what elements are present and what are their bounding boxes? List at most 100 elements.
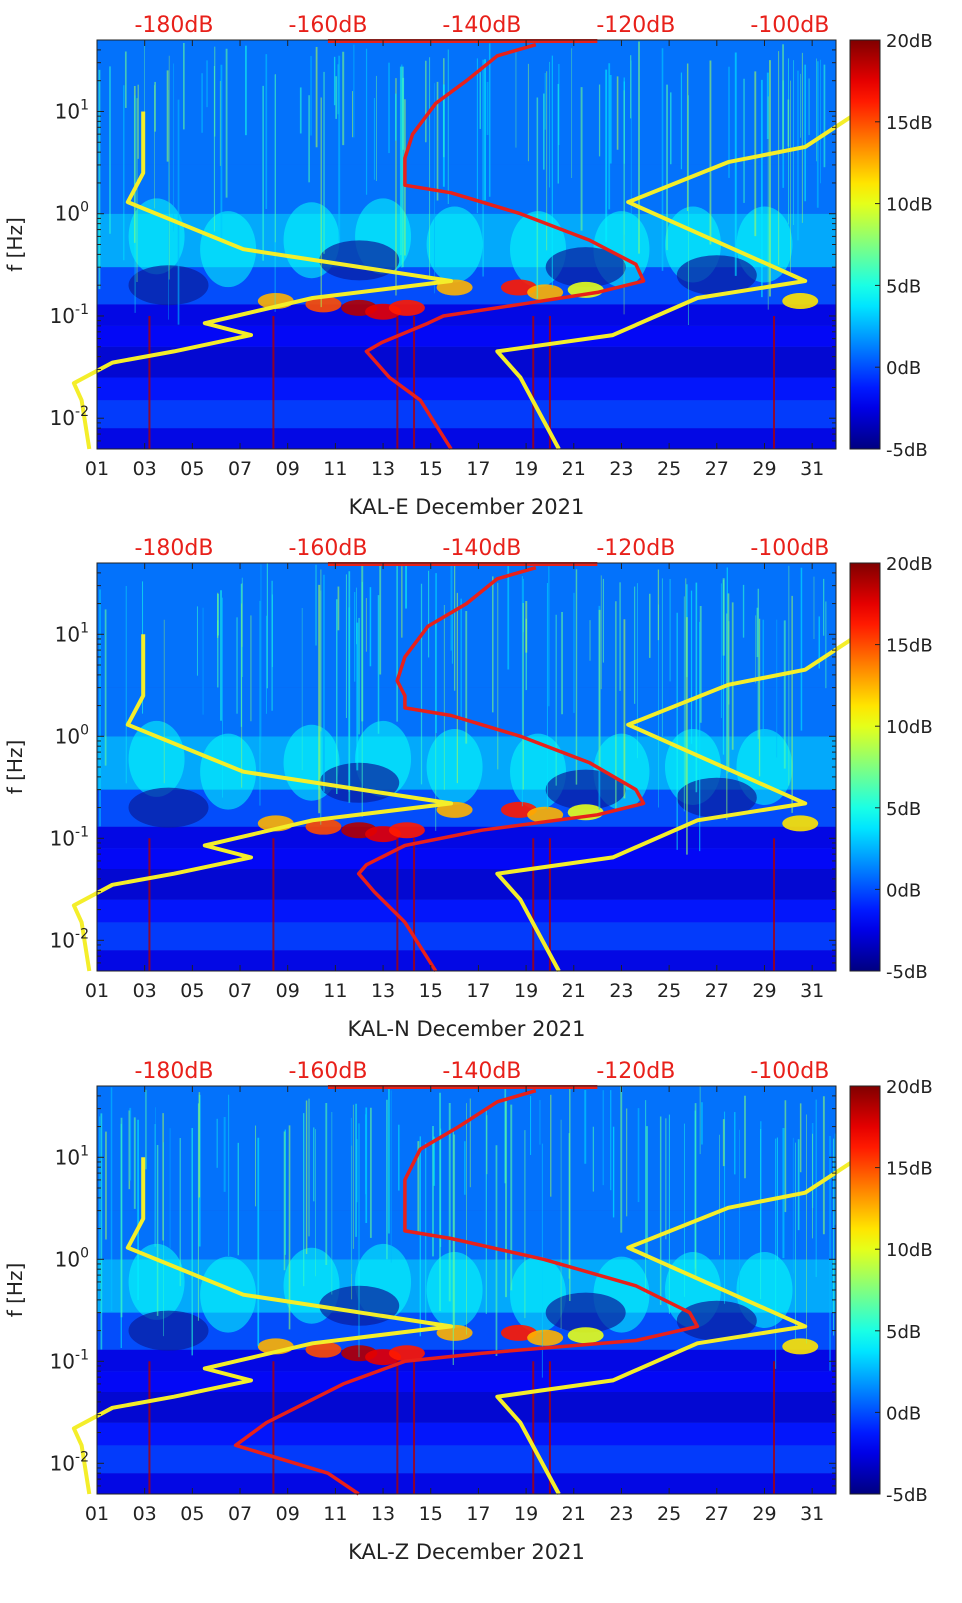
colorbar-label: 15dB <box>886 113 933 134</box>
x-tick-label: 01 <box>85 458 109 480</box>
overlay-curve-noise-model-2 <box>495 632 861 972</box>
x-tick-label: 21 <box>562 458 586 480</box>
x-axis-label: KAL-Z December 2021 <box>348 1540 585 1564</box>
microseism-blob <box>426 729 483 805</box>
top-db-label: -180dB <box>134 536 213 561</box>
top-db-label: -100dB <box>750 1059 829 1084</box>
spectrogram-band <box>97 377 836 401</box>
x-tick-label: 09 <box>276 980 300 1002</box>
spectrogram-band <box>97 1392 836 1423</box>
x-tick-label: 17 <box>466 1503 490 1525</box>
x-tick-label: 15 <box>419 1503 443 1525</box>
y-tick-base: 10 <box>55 1145 80 1169</box>
x-tick-label: 29 <box>752 458 776 480</box>
colorbar-label: 10dB <box>886 195 933 216</box>
y-tick-base: 10 <box>55 99 80 123</box>
top-db-label: -140dB <box>442 536 521 561</box>
x-tick-label: 31 <box>800 458 824 480</box>
spectrogram-band <box>97 899 836 923</box>
colorbar-label: -5dB <box>886 440 928 461</box>
x-tick-label: 03 <box>133 980 157 1002</box>
y-tick-base: 10 <box>50 406 75 430</box>
y-tick-label: 10-2 <box>50 404 89 430</box>
x-tick-label: 01 <box>85 1503 109 1525</box>
top-db-label: -160dB <box>288 536 367 561</box>
x-tick-label: 07 <box>228 980 252 1002</box>
x-tick-label: 07 <box>228 1503 252 1525</box>
spectrogram-band <box>97 950 836 971</box>
top-db-label: -140dB <box>442 13 521 38</box>
storm-energy <box>388 822 425 839</box>
colorbar <box>849 562 881 972</box>
overlay-curve-psd <box>356 566 646 972</box>
storm-energy <box>305 818 342 835</box>
y-tick-base: 10 <box>50 826 75 850</box>
y-tick-base: 10 <box>55 1247 80 1271</box>
overlay-curve-noise-model-1 <box>71 634 454 972</box>
colorbar-label: 10dB <box>886 717 933 738</box>
quiet-region <box>128 1310 209 1351</box>
y-tick-exponent: -2 <box>75 404 89 420</box>
y-tick-base: 10 <box>55 724 80 748</box>
x-tick-label: 27 <box>705 1503 729 1525</box>
y-tick-exponent: -1 <box>75 302 89 318</box>
x-tick-label: 11 <box>323 458 347 480</box>
storm-energy <box>782 1338 819 1355</box>
y-tick-base: 10 <box>50 928 75 952</box>
x-tick-label: 15 <box>419 458 443 480</box>
top-db-label: -100dB <box>750 536 829 561</box>
storm-energy <box>388 1345 425 1362</box>
x-tick-label: 19 <box>514 980 538 1002</box>
x-tick-label: 21 <box>562 980 586 1002</box>
storm-energy <box>305 1341 342 1358</box>
y-tick-label: 10-2 <box>50 1449 89 1475</box>
y-tick-exponent: 0 <box>80 722 89 738</box>
top-db-label: -100dB <box>750 13 829 38</box>
panel-kal-e: 01 03 05 07 09 11 13 15 17 19 21 23 25 27 29 3110-210-1… <box>3 13 933 519</box>
x-tick-label: 19 <box>514 458 538 480</box>
colorbar-label: 5dB <box>886 799 921 820</box>
x-tick-label: 25 <box>657 980 681 1002</box>
colorbar-label: 20dB <box>886 31 933 52</box>
overlay-curve-psd <box>364 43 646 450</box>
x-tick-label: 09 <box>276 458 300 480</box>
x-tick-label: 05 <box>180 458 204 480</box>
x-tick-label: 17 <box>466 980 490 1002</box>
colorbar-label: 20dB <box>886 1077 933 1098</box>
spectrogram-band <box>97 164 836 214</box>
x-tick-label: 05 <box>180 980 204 1002</box>
microseism-blob <box>128 1243 185 1320</box>
x-tick-label: 05 <box>180 1503 204 1525</box>
spectrogram-band <box>97 869 836 900</box>
x-axis-label: KAL-E December 2021 <box>349 495 585 519</box>
storm-energy <box>527 1329 564 1346</box>
top-db-label: -120dB <box>596 536 675 561</box>
y-tick-base: 10 <box>50 304 75 328</box>
x-tick-label: 31 <box>800 1503 824 1525</box>
storm-energy <box>782 293 819 310</box>
top-db-label: -180dB <box>134 1059 213 1084</box>
colorbar-label: 0dB <box>886 880 921 901</box>
spectrogram-band <box>97 400 836 429</box>
x-tick-label: 27 <box>705 980 729 1002</box>
y-tick-exponent: -1 <box>75 824 89 840</box>
y-tick-label: 10-1 <box>50 302 89 328</box>
x-tick-label: 13 <box>371 980 395 1002</box>
top-db-label: -140dB <box>442 1059 521 1084</box>
y-tick-exponent: 1 <box>80 620 89 636</box>
quiet-region <box>128 787 209 828</box>
overlay-curve-noise-model-1 <box>71 1157 454 1495</box>
y-tick-exponent: -2 <box>75 926 89 942</box>
x-tick-label: 13 <box>371 1503 395 1525</box>
spectrogram-band <box>97 40 836 165</box>
y-tick-exponent: 0 <box>80 200 89 216</box>
spectrogram-band <box>97 848 836 869</box>
y-tick-label: 101 <box>55 97 89 123</box>
y-axis-label: f [Hz] <box>3 217 27 272</box>
spectrogram-band <box>97 1473 836 1494</box>
colorbar-label: 0dB <box>886 1403 921 1424</box>
colorbar <box>849 1085 881 1495</box>
spectrogram-band <box>97 922 836 951</box>
storm-energy <box>782 815 819 832</box>
microseism-blob <box>736 729 793 805</box>
